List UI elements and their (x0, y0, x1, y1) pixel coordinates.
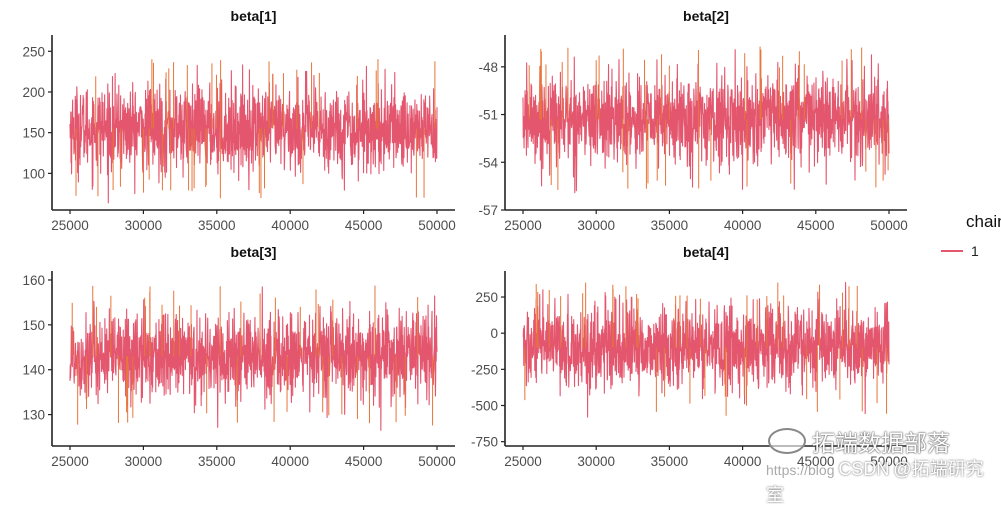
y-tick-label: -250 (471, 362, 498, 377)
y-tick-label: 130 (22, 408, 45, 423)
y-tick-label: 150 (22, 318, 45, 333)
panel-beta2: beta[2] -57 -54 -51 -48 25000 30000 35000 40000 4… (478, 8, 907, 233)
x-tick-label: 30000 (125, 218, 163, 233)
legend-swatch (941, 250, 963, 252)
trace-accent (75, 59, 436, 199)
watermark-csdn: CSDN (838, 459, 890, 479)
y-tick-label: -57 (478, 203, 498, 218)
x-tick-label: 50000 (870, 218, 908, 233)
x-tick-label: 30000 (577, 454, 615, 469)
trace-chain-1 (69, 286, 438, 431)
x-tick-label: 35000 (651, 454, 689, 469)
y-tick-label: 250 (475, 290, 498, 305)
x-tick-label: 50000 (418, 454, 456, 469)
trace-chain-1 (522, 282, 890, 418)
x-tick-label: 25000 (51, 218, 89, 233)
legend-title: chain (966, 212, 1001, 231)
y-tick-label: 150 (22, 126, 45, 141)
x-tick-label: 45000 (797, 454, 835, 469)
trace-accent (528, 46, 889, 190)
trace-accent (524, 282, 888, 416)
x-tick-label: 45000 (345, 218, 383, 233)
x-tick-label: 25000 (504, 218, 542, 233)
y-tick-label: -54 (478, 155, 498, 170)
trace-accent (71, 285, 434, 426)
watermark-url: https://blog (766, 462, 835, 478)
x-tick-label: 40000 (724, 218, 762, 233)
y-tick-label: 200 (22, 85, 45, 100)
x-tick-label: 35000 (651, 218, 689, 233)
panel-title: beta[4] (683, 244, 729, 260)
panel-title: beta[1] (231, 8, 277, 24)
x-tick-label: 40000 (271, 218, 309, 233)
watermark-text: 拓端数据部落 (812, 430, 950, 456)
y-tick-label: -500 (471, 399, 498, 414)
y-tick-label: 250 (22, 44, 45, 59)
watermark: 拓端数据部落 (768, 424, 950, 458)
trace-chain-1 (522, 49, 890, 194)
x-tick-label: 30000 (577, 218, 615, 233)
y-tick-label: -48 (478, 60, 498, 75)
x-tick-label: 40000 (271, 454, 309, 469)
x-tick-label: 30000 (125, 454, 163, 469)
x-tick-label: 35000 (198, 454, 236, 469)
x-tick-label: 45000 (345, 454, 383, 469)
x-tick-label: 40000 (724, 454, 762, 469)
panel-beta3: beta[3] 130 140 150 160 25000 30000 35000 40000 4… (22, 244, 455, 469)
legend-item-chain-1[interactable]: 1 (941, 243, 979, 259)
panel-title: beta[2] (683, 8, 729, 24)
y-tick-label: 160 (22, 273, 45, 288)
panel-beta4: beta[4] -750 -500 -250 0 250 25000 30000 35000 40… (471, 244, 908, 469)
y-tick-label: 100 (22, 166, 45, 181)
x-tick-label: 25000 (504, 454, 542, 469)
x-tick-label: 50000 (870, 454, 908, 469)
wechat-icon (768, 428, 806, 454)
trace-chain-1 (69, 64, 438, 204)
panel-beta1: beta[1] 100 150 200 250 25000 30000 35000 40000 4… (22, 8, 455, 233)
y-tick-label: 0 (490, 326, 498, 341)
y-tick-label: 140 (22, 363, 45, 378)
y-tick-label: -51 (478, 108, 498, 123)
x-tick-label: 45000 (797, 218, 835, 233)
x-tick-label: 25000 (51, 454, 89, 469)
y-tick-label: -750 (471, 435, 498, 450)
figure: beta[1] 100 150 200 250 25000 30000 35000 40000 4… (22, 8, 908, 469)
watermark-footer: https://blog CSDN @拓端研究室 (766, 455, 1001, 507)
legend-label: 1 (971, 243, 979, 259)
x-tick-label: 50000 (418, 218, 456, 233)
x-tick-label: 35000 (198, 218, 236, 233)
panel-title: beta[3] (231, 244, 277, 260)
